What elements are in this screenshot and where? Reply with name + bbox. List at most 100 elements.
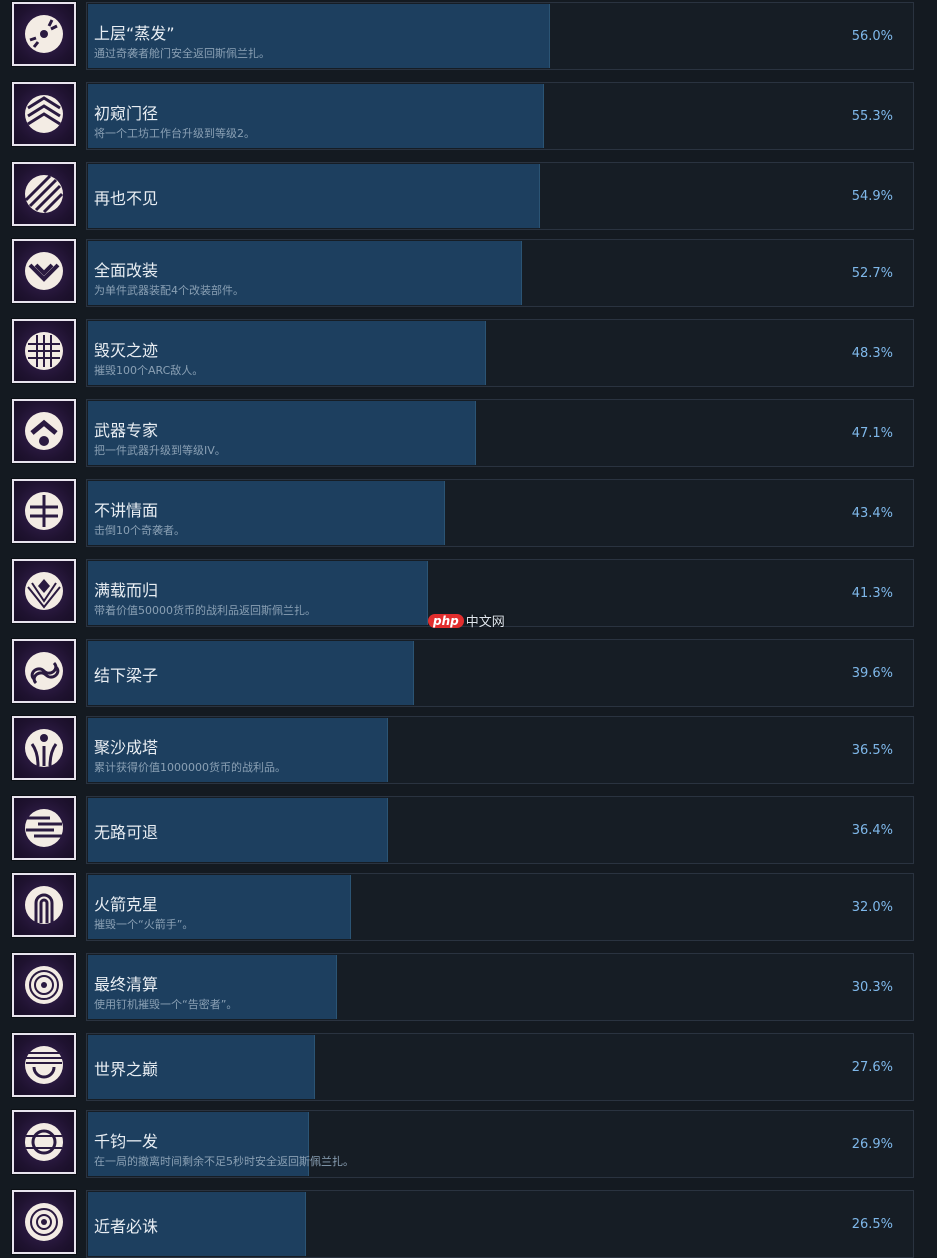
unlock-percent: 41.3% bbox=[851, 586, 893, 601]
diamond-fan-icon bbox=[12, 559, 76, 623]
achievement-row: 上层“蒸发” 通过奇袭者舱门安全返回斯佩兰扎。 56.0% bbox=[0, 2, 937, 70]
achievement-title: 聚沙成塔 bbox=[94, 738, 159, 757]
achievement-progress-bar: 再也不见 54.9% bbox=[86, 162, 914, 230]
arch-icon bbox=[12, 873, 76, 937]
progress-fill bbox=[88, 321, 486, 385]
unlock-percent: 48.3% bbox=[851, 346, 893, 361]
progress-fill bbox=[88, 401, 477, 465]
unlock-percent: 43.4% bbox=[851, 506, 893, 521]
unlock-percent: 54.9% bbox=[851, 189, 893, 204]
unlock-percent: 32.0% bbox=[851, 900, 893, 915]
achievement-title: 结下梁子 bbox=[94, 666, 159, 685]
unlock-percent: 36.5% bbox=[851, 743, 893, 758]
watermark-text: 中文网 bbox=[465, 615, 505, 630]
achievement-progress-bar: 上层“蒸发” 通过奇袭者舱门安全返回斯佩兰扎。 56.0% bbox=[86, 2, 914, 70]
progress-fill bbox=[88, 561, 429, 625]
unlock-percent: 27.6% bbox=[851, 1060, 893, 1075]
achievement-title: 千钧一发 bbox=[94, 1132, 159, 1151]
achievement-description: 累计获得价值1000000货币的战利品。 bbox=[94, 761, 286, 774]
achievement-row: 初窥门径将一个工坊工作台升级到等级2。 55.3% bbox=[0, 82, 937, 150]
achievement-description: 在一局的撤离时间剩余不足5秒时安全返回斯佩兰扎。 bbox=[94, 1155, 354, 1168]
achievement-title: 火箭克星 bbox=[94, 895, 159, 914]
progress-fill bbox=[88, 955, 338, 1019]
achievement-title: 毁灭之迹 bbox=[94, 341, 159, 360]
achievement-row: 近者必诛 26.5% bbox=[0, 1190, 937, 1258]
achievement-row: 不讲情面击倒10个奇袭者。 43.4% bbox=[0, 479, 937, 547]
link-icon bbox=[12, 639, 76, 703]
chevron-circle-icon bbox=[12, 399, 76, 463]
achievement-progress-bar: 全面改装 为单件武器装配4个改装部件。 52.7% bbox=[86, 239, 914, 307]
watermark-logo: php bbox=[428, 613, 464, 628]
achievement-description: 为单件武器装配4个改装部件。 bbox=[94, 284, 244, 297]
achievement-row: 无路可退 36.4% bbox=[0, 796, 937, 864]
achievement-progress-bar: 千钧一发在一局的撤离时间剩余不足5秒时安全返回斯佩兰扎。 26.9% bbox=[86, 1110, 914, 1178]
achievement-progress-bar: 毁灭之迹摧毁100个ARC敌人。 48.3% bbox=[86, 319, 914, 387]
unlock-percent: 30.3% bbox=[851, 980, 893, 995]
achievement-progress-bar: 最终清算 使用钉机摧毁一个“告密者”。 30.3% bbox=[86, 953, 914, 1021]
achievement-progress-bar: 世界之巅 27.6% bbox=[86, 1033, 914, 1101]
achievement-title: 上层“蒸发” bbox=[94, 24, 175, 43]
achievement-title: 不讲情面 bbox=[94, 501, 159, 520]
achievement-title: 再也不见 bbox=[94, 189, 159, 208]
concentric-icon bbox=[12, 1190, 76, 1254]
achievement-row: 火箭克星 摧毁一个“火箭手”。 32.0% bbox=[0, 873, 937, 941]
achievement-description: 把一件武器升级到等级IV。 bbox=[94, 444, 226, 457]
unlock-percent: 39.6% bbox=[851, 666, 893, 681]
achievement-title: 初窥门径 bbox=[94, 104, 159, 123]
achievement-progress-bar: 初窥门径将一个工坊工作台升级到等级2。 55.3% bbox=[86, 82, 914, 150]
disc-burst-icon bbox=[12, 2, 76, 66]
grid-dots-icon bbox=[12, 319, 76, 383]
horizon-icon bbox=[12, 1033, 76, 1097]
achievement-progress-bar: 满载而归 带着价值50000货币的战利品返回斯佩兰扎。 41.3% bbox=[86, 559, 914, 627]
unlock-percent: 56.0% bbox=[851, 29, 893, 44]
achievement-progress-bar: 不讲情面击倒10个奇袭者。 43.4% bbox=[86, 479, 914, 547]
progress-fill bbox=[88, 4, 550, 68]
achievement-title: 近者必诛 bbox=[94, 1217, 159, 1236]
achievement-description: 通过奇袭者舱门安全返回斯佩兰扎。 bbox=[94, 47, 270, 60]
progress-fill bbox=[88, 1112, 310, 1176]
unlock-percent: 52.7% bbox=[851, 266, 893, 281]
achievement-description: 使用钉机摧毁一个“告密者”。 bbox=[94, 998, 238, 1011]
figure-arcs-icon bbox=[12, 716, 76, 780]
achievement-description: 摧毁100个ARC敌人。 bbox=[94, 364, 204, 377]
achievement-progress-bar: 聚沙成塔累计获得价值1000000货币的战利品。 36.5% bbox=[86, 716, 914, 784]
achievement-progress-bar: 武器专家 把一件武器升级到等级IV。 47.1% bbox=[86, 399, 914, 467]
achievement-row: 全面改装 为单件武器装配4个改装部件。 52.7% bbox=[0, 239, 937, 307]
unlock-percent: 36.4% bbox=[851, 823, 893, 838]
achievement-progress-bar: 近者必诛 26.5% bbox=[86, 1190, 914, 1258]
achievement-row: 聚沙成塔累计获得价值1000000货币的战利品。 36.5% bbox=[0, 716, 937, 784]
progress-fill bbox=[88, 1035, 315, 1099]
achievement-progress-bar: 结下梁子 39.6% bbox=[86, 639, 914, 707]
progress-fill bbox=[88, 641, 415, 705]
achievement-title: 武器专家 bbox=[94, 421, 159, 440]
achievement-title: 满载而归 bbox=[94, 581, 159, 600]
achievement-title: 无路可退 bbox=[94, 823, 159, 842]
achievement-row: 世界之巅 27.6% bbox=[0, 1033, 937, 1101]
achievement-progress-bar: 无路可退 36.4% bbox=[86, 796, 914, 864]
chevron-down-icon bbox=[12, 239, 76, 303]
progress-fill bbox=[88, 718, 389, 782]
achievement-row: 千钧一发在一局的撤离时间剩余不足5秒时安全返回斯佩兰扎。 26.9% bbox=[0, 1110, 937, 1178]
achievement-description: 击倒10个奇袭者。 bbox=[94, 524, 185, 537]
achievement-row: 满载而归 带着价值50000货币的战利品返回斯佩兰扎。 41.3% bbox=[0, 559, 937, 627]
progress-fill bbox=[88, 798, 388, 862]
progress-fill bbox=[88, 875, 352, 939]
unlock-percent: 55.3% bbox=[851, 109, 893, 124]
achievement-progress-bar: 火箭克星 摧毁一个“火箭手”。 32.0% bbox=[86, 873, 914, 941]
horizontal-stripes-icon bbox=[12, 796, 76, 860]
watermark: php 中文网 bbox=[428, 611, 505, 630]
achievement-row: 毁灭之迹摧毁100个ARC敌人。 48.3% bbox=[0, 319, 937, 387]
achievement-row: 武器专家 把一件武器升级到等级IV。 47.1% bbox=[0, 399, 937, 467]
progress-fill bbox=[88, 241, 523, 305]
achievement-description: 将一个工坊工作台升级到等级2。 bbox=[94, 127, 255, 140]
achievement-row: 再也不见 54.9% bbox=[0, 162, 937, 230]
spiral-icon bbox=[12, 953, 76, 1017]
progress-fill bbox=[88, 481, 446, 545]
unlock-percent: 26.9% bbox=[851, 1137, 893, 1152]
progress-fill bbox=[88, 84, 544, 148]
achievement-row: 最终清算 使用钉机摧毁一个“告密者”。 30.3% bbox=[0, 953, 937, 1021]
target-rings-icon bbox=[12, 1110, 76, 1174]
progress-fill bbox=[88, 164, 541, 228]
diagonal-stripes-icon bbox=[12, 162, 76, 226]
unlock-percent: 26.5% bbox=[851, 1217, 893, 1232]
